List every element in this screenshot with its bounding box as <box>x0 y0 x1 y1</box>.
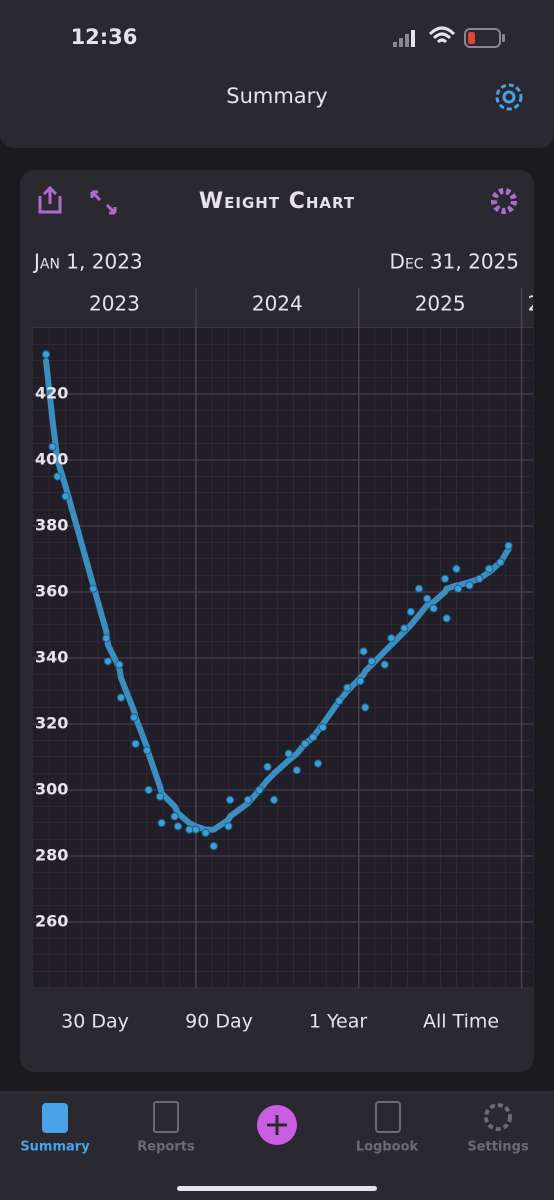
weight-point <box>367 657 376 666</box>
weight-point <box>359 647 368 656</box>
weight-point <box>429 604 438 613</box>
weight-point <box>41 350 51 359</box>
tab-icon[interactable] <box>375 1101 401 1133</box>
weight-point <box>504 541 513 550</box>
weight-point <box>157 818 166 828</box>
weight-point <box>484 564 494 574</box>
card-title: Weight Chart <box>199 189 355 214</box>
year-label: 2024 <box>252 292 303 316</box>
expand-button[interactable] <box>90 190 117 215</box>
y-tick-label: 400 <box>35 450 68 469</box>
weight-point <box>129 713 139 722</box>
weight-point <box>209 842 218 851</box>
tab[interactable]: Settings <box>467 1140 529 1155</box>
weight-point <box>243 795 253 805</box>
weight-point <box>442 614 451 623</box>
y-tick-label: 260 <box>35 912 68 931</box>
weight-point <box>89 584 98 593</box>
weight-point <box>453 584 463 593</box>
weight-point <box>191 825 200 834</box>
weight-point <box>414 584 424 593</box>
y-tick-label: 340 <box>35 648 68 667</box>
share-button[interactable] <box>38 185 62 214</box>
weight-point <box>48 442 57 451</box>
weight-point <box>335 696 344 706</box>
range-button[interactable]: All Time <box>423 1011 499 1033</box>
weight-point <box>269 795 279 805</box>
weight-point <box>53 472 62 481</box>
y-tick-label: 300 <box>35 780 68 799</box>
weight-point <box>255 785 264 795</box>
weight-point <box>61 492 70 501</box>
weight-point <box>440 574 450 583</box>
weight-point <box>102 634 111 643</box>
tab-icon[interactable] <box>153 1101 179 1133</box>
weight-point <box>224 822 233 831</box>
chart-settings-button[interactable] <box>491 188 517 214</box>
weight-point <box>131 739 140 748</box>
range-button[interactable]: 30 Day <box>61 1011 129 1033</box>
y-tick-label: 320 <box>35 714 68 733</box>
weight-point <box>406 607 415 616</box>
weight-point <box>313 759 323 768</box>
y-tick-label: 280 <box>35 846 68 865</box>
weight-point <box>496 558 505 567</box>
weight-point <box>343 683 352 692</box>
nav-title: Summary <box>226 84 327 108</box>
weight-point <box>116 693 126 702</box>
y-tick-label: 420 <box>35 384 68 403</box>
weight-point <box>318 723 328 732</box>
weight-point <box>475 574 484 583</box>
year-label: 2023 <box>89 292 140 316</box>
trend-line <box>43 358 512 833</box>
tab[interactable]: Logbook <box>356 1140 419 1155</box>
weight-point <box>309 733 318 742</box>
settings-button[interactable] <box>495 83 523 111</box>
year-label: 2 <box>528 292 541 316</box>
status-icons <box>393 26 505 48</box>
weight-point <box>465 581 474 590</box>
weight-point <box>201 828 210 838</box>
weight-point <box>115 660 124 669</box>
tab-icon[interactable] <box>42 1103 68 1133</box>
weight-point <box>173 822 183 831</box>
range-button[interactable]: 1 Year <box>309 1011 368 1033</box>
weight-point <box>155 792 165 801</box>
tab[interactable]: Summary <box>20 1140 90 1155</box>
weight-point <box>170 812 179 821</box>
weight-point <box>292 766 301 775</box>
tab-icon[interactable] <box>484 1103 512 1131</box>
home-indicator <box>177 1186 377 1191</box>
weight-point <box>300 739 310 748</box>
range-end: Dec 31, 2025 <box>390 250 519 274</box>
weight-point <box>423 594 432 603</box>
weight-point <box>144 785 153 795</box>
clock: 12:36 <box>71 25 138 49</box>
add-icon <box>267 1115 287 1135</box>
weight-point <box>142 746 152 755</box>
weight-point <box>400 624 409 633</box>
year-label: 2025 <box>415 292 466 316</box>
weight-point <box>452 564 461 574</box>
weight-point <box>284 749 293 758</box>
range-start: Jan 1, 2023 <box>32 250 143 274</box>
header-bg <box>0 0 554 148</box>
weight-point <box>263 762 272 772</box>
weight-point <box>361 703 370 712</box>
weight-point <box>380 660 389 669</box>
weight-point <box>225 795 235 805</box>
range-button[interactable]: 90 Day <box>185 1011 253 1033</box>
weight-point <box>103 657 113 666</box>
y-tick-label: 360 <box>35 582 68 601</box>
tab[interactable]: Reports <box>137 1140 195 1155</box>
weight-point <box>356 677 365 686</box>
weight-point <box>387 634 396 643</box>
y-tick-label: 380 <box>35 516 68 535</box>
